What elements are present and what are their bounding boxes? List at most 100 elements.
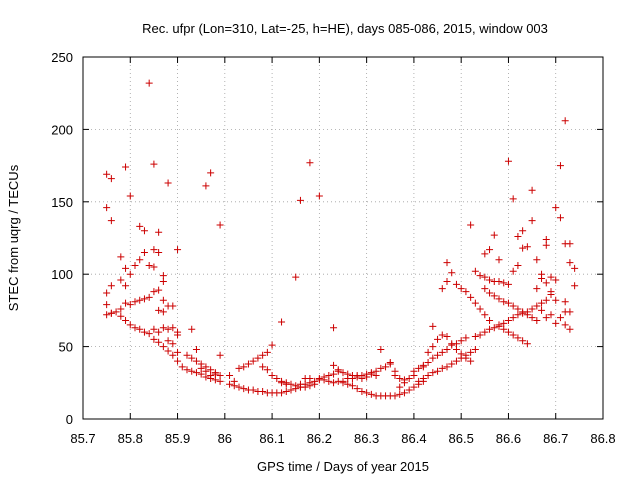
data-point xyxy=(122,282,130,290)
data-point xyxy=(117,305,125,313)
x-tick-label: 85.7 xyxy=(70,431,95,446)
data-point xyxy=(259,351,267,359)
data-point xyxy=(377,345,385,353)
data-point xyxy=(467,221,475,229)
data-point xyxy=(353,373,361,381)
x-tick-label: 86.1 xyxy=(259,431,284,446)
data-point xyxy=(490,231,498,239)
data-point xyxy=(424,359,432,367)
data-point xyxy=(538,299,546,307)
data-point xyxy=(434,367,442,375)
data-point xyxy=(330,324,338,332)
data-point xyxy=(481,328,489,336)
data-point xyxy=(230,382,238,390)
data-point xyxy=(415,377,423,385)
data-point xyxy=(391,392,399,400)
data-point xyxy=(358,374,366,382)
data-point xyxy=(164,337,172,345)
data-point xyxy=(561,298,569,306)
data-point xyxy=(396,390,404,398)
data-point xyxy=(542,279,550,287)
data-point xyxy=(495,295,503,303)
data-point xyxy=(566,240,574,248)
data-point xyxy=(504,157,512,165)
x-tick-label: 85.9 xyxy=(165,431,190,446)
data-point xyxy=(278,389,286,397)
data-point xyxy=(467,348,475,356)
data-point xyxy=(164,179,172,187)
data-point xyxy=(504,299,512,307)
data-point xyxy=(495,277,503,285)
data-point xyxy=(566,325,574,333)
y-axis-ticks: 0 50 100 150 200 250 xyxy=(51,50,603,427)
data-point xyxy=(278,379,286,387)
data-point xyxy=(140,227,148,235)
data-point xyxy=(103,170,111,178)
data-point xyxy=(145,79,153,87)
data-point xyxy=(117,312,125,320)
data-point xyxy=(192,357,200,365)
data-point xyxy=(320,376,328,384)
data-point xyxy=(112,308,120,316)
data-point xyxy=(566,259,574,267)
data-point xyxy=(486,289,494,297)
data-point xyxy=(244,360,252,368)
data-point xyxy=(235,364,243,372)
y-tick-label: 100 xyxy=(51,267,73,282)
data-point xyxy=(178,363,186,371)
data-point xyxy=(103,204,111,212)
plot-frame xyxy=(82,56,604,420)
data-point xyxy=(107,217,115,225)
data-point xyxy=(344,370,352,378)
data-point xyxy=(452,280,460,288)
data-point xyxy=(150,246,158,254)
data-point xyxy=(292,382,300,390)
data-point xyxy=(571,282,579,290)
data-point xyxy=(240,385,248,393)
data-point xyxy=(486,325,494,333)
data-point xyxy=(188,354,196,362)
grid-lines xyxy=(83,57,603,419)
data-point xyxy=(481,311,489,319)
data-point xyxy=(145,262,153,270)
data-point xyxy=(159,296,167,304)
data-point xyxy=(405,374,413,382)
data-point xyxy=(429,343,437,351)
data-point xyxy=(476,272,484,280)
data-point xyxy=(443,345,451,353)
data-point xyxy=(552,296,560,304)
data-point xyxy=(448,360,456,368)
data-point xyxy=(462,288,470,296)
data-point xyxy=(174,348,182,356)
data-point xyxy=(155,286,163,294)
data-point xyxy=(126,192,134,200)
data-point xyxy=(556,162,564,170)
data-point xyxy=(509,267,517,275)
data-point xyxy=(330,370,338,378)
data-point xyxy=(476,305,484,313)
data-point xyxy=(386,359,394,367)
data-point xyxy=(150,335,158,343)
data-point xyxy=(235,383,243,391)
data-point xyxy=(377,364,385,372)
data-point xyxy=(443,277,451,285)
data-point xyxy=(188,325,196,333)
data-point xyxy=(486,276,494,284)
data-point xyxy=(226,380,234,388)
data-point xyxy=(486,317,494,325)
data-point xyxy=(136,222,144,230)
data-point xyxy=(528,305,536,313)
y-tick-label: 50 xyxy=(59,340,73,355)
data-point xyxy=(500,325,508,333)
y-axis-label: STEC from uqrg / TECUs xyxy=(6,164,21,311)
data-point xyxy=(122,264,130,272)
data-point xyxy=(538,275,546,283)
data-point xyxy=(358,387,366,395)
data-point xyxy=(363,373,371,381)
data-point xyxy=(296,380,304,388)
data-point xyxy=(207,372,215,380)
data-point xyxy=(306,382,314,390)
data-point xyxy=(126,321,134,329)
data-point xyxy=(344,380,352,388)
